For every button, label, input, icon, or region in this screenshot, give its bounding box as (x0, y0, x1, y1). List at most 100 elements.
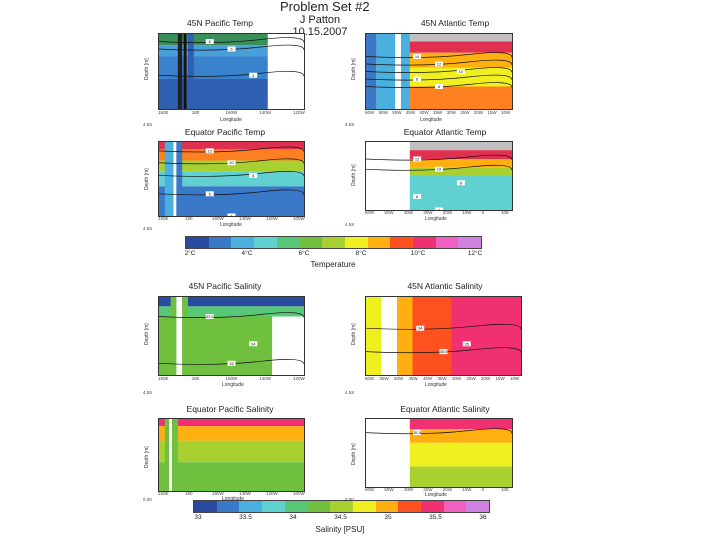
xtick-label: 20W (481, 376, 491, 381)
heatmap-band (366, 150, 512, 159)
xtick-label: 160W (212, 216, 224, 221)
colorbar-segment (254, 237, 277, 248)
colorbar-segment (299, 237, 323, 248)
contour-line (366, 347, 521, 354)
xtick-label: 160W (225, 376, 238, 381)
xtick-label: 140W (259, 376, 272, 381)
title-pacEqs: Equator Pacific Salinity (186, 404, 274, 414)
heatmap-strip (173, 142, 177, 216)
colorbar-segment (375, 501, 399, 512)
xtick-label: 30W (446, 110, 456, 115)
contour-label: 4 (438, 208, 441, 211)
contour-label: 10 (229, 160, 234, 165)
xlabel-pacEqt: Longitude (220, 222, 242, 228)
xtick-label: 120W (266, 216, 278, 221)
heatmap-svg-4: 33.5 34 34 (159, 297, 304, 375)
corner-pacEqt: 4.5S (143, 226, 153, 231)
colorbar-segment (466, 501, 489, 512)
colorbar-segment (367, 237, 391, 248)
heatmap-band (159, 142, 304, 150)
blank-region (366, 142, 410, 210)
xtick-label: 30W (423, 487, 433, 492)
xlabel-atl45s: Longitude (425, 382, 447, 388)
xtick-label: 100W (293, 491, 305, 496)
heatmap-svg-7: 35.5 (366, 419, 512, 487)
blank-region (366, 419, 410, 487)
corner-atl45s: 4.5S (345, 390, 355, 395)
heatmap-strip (177, 34, 183, 109)
colorbar-segment (208, 237, 232, 248)
xtick-label: 50W (394, 376, 404, 381)
contour-label: 8 (416, 77, 419, 82)
xtick-label: 180 (185, 491, 193, 496)
contour-label-bg (205, 148, 214, 154)
colorbar-tick-label: 12°C (467, 250, 483, 257)
heatmap-band (159, 419, 304, 427)
colorbar-segment (322, 237, 345, 248)
colorbar-segment (231, 237, 255, 248)
contour-label-bg (227, 46, 236, 52)
contour-label-bg (249, 172, 258, 178)
contour-label-bg (205, 314, 214, 319)
contour-label-bg (227, 360, 236, 366)
contour-line (366, 74, 512, 81)
heatmap-strip (172, 419, 178, 491)
colorbar-segment (390, 237, 413, 248)
title-atlEqt: Equator Atlantic Temp (403, 127, 487, 137)
contour-label-bg (413, 76, 422, 82)
contour-line (159, 44, 304, 51)
ylabel-pac45t: Depth [m] (144, 58, 150, 80)
title-pacEqt: Equator Pacific Temp (184, 127, 266, 137)
contour-label-bg (227, 160, 236, 166)
xtick-label: 35W (433, 110, 443, 115)
xtick-label: 160E (158, 216, 169, 221)
contour-line (159, 359, 304, 365)
contour-label-bg (435, 166, 443, 172)
corner-pac45t: 4.5S (143, 122, 153, 127)
colorbar-tick-label: 10°C (410, 250, 426, 257)
heatmap-strip (169, 419, 173, 491)
xlabel-atlEqs: Longitude (425, 492, 447, 498)
contour-line (366, 428, 512, 435)
contour-label: 14 (415, 54, 420, 59)
contour-label-bg (456, 69, 465, 74)
ylabel-pac45s: Depth [m] (144, 323, 150, 345)
salinity-colorbar (193, 500, 490, 513)
ylabel-atl45t: Depth [m] (351, 58, 357, 80)
xtick-label: 40W (419, 110, 429, 115)
colorbar-tick-label: 8°C (355, 250, 367, 257)
colorbar-segment (398, 501, 421, 512)
heatmap-band (366, 41, 512, 53)
contour-label-bg (462, 341, 471, 347)
heatmap-strip (188, 34, 194, 109)
heatmap-strip (401, 34, 410, 109)
contour-label: 12 (415, 157, 420, 162)
heatmap-strip (395, 34, 402, 109)
xtick-label: 10E (501, 210, 510, 215)
xtick-label: 160E (158, 376, 169, 381)
colorbar-segment (344, 237, 368, 248)
xtick-label: 160W (212, 491, 224, 496)
heatmap-strip (397, 297, 413, 375)
xtick-label: 120W (293, 110, 305, 115)
panel-atlEq-salinity: 35.5 (365, 418, 513, 488)
heatmap-svg-1: 141210864 (366, 34, 512, 109)
heatmap-band (366, 142, 512, 151)
colorbar-segment (420, 501, 444, 512)
contour-line (159, 146, 304, 153)
contour-label: 33.5 (206, 314, 215, 319)
contour-label: 10 (459, 69, 464, 74)
contour-label: 8 (209, 39, 212, 44)
xtick-label: 180 (191, 376, 200, 381)
colorbar-tick-label: 4°C (241, 250, 253, 257)
ylabel-atlEqs: Depth [m] (351, 443, 357, 465)
contour-label: 4 (252, 73, 255, 78)
temperature-colorbar-title: Temperature (310, 260, 356, 269)
contour-line (159, 312, 304, 318)
colorbar-tick-label: 33.5 (239, 514, 252, 521)
heatmap-strip (412, 297, 452, 375)
colorbar-segment (276, 237, 300, 248)
contour-label: 34 (418, 326, 423, 331)
heatmap-band (159, 297, 304, 307)
heatmap-strip (164, 419, 170, 491)
